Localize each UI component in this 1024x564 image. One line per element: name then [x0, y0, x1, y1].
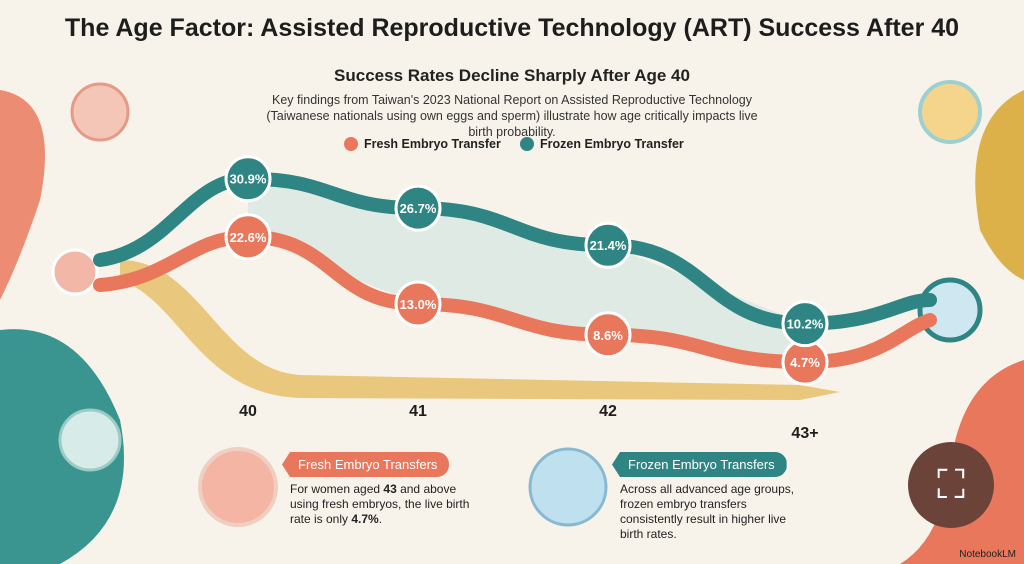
brand-label: NotebookLM — [959, 549, 1016, 560]
data-point — [224, 213, 272, 261]
legend-fresh: Fresh Embryo Transfer — [344, 137, 501, 151]
gap-area — [248, 178, 805, 363]
data-point — [781, 300, 829, 348]
data-label: 30.9% — [230, 172, 267, 187]
cell-icon — [51, 248, 99, 296]
x-tick-label: 41 — [409, 403, 427, 420]
x-tick-label: 40 — [239, 403, 257, 420]
data-label: 4.7% — [790, 355, 820, 370]
x-tick-label: 42 — [599, 403, 617, 420]
page-title: The Age Factor: Assisted Reproductive Te… — [64, 14, 960, 42]
fresh-dot-icon — [344, 137, 358, 151]
fresh-embryo-icon — [198, 447, 278, 527]
frozen-dot-icon — [520, 137, 534, 151]
frozen-card-heading: Frozen Embryo Transfers — [612, 452, 787, 477]
chart-description: Key findings from Taiwan's 2023 National… — [266, 93, 758, 139]
chart-subtitle: Success Rates Decline Sharply After Age … — [334, 66, 690, 85]
cell-icon — [70, 82, 130, 142]
legend-frozen: Frozen Embryo Transfer — [520, 137, 684, 151]
data-label: 10.2% — [787, 317, 824, 332]
x-tick-label: 43+ — [791, 425, 818, 442]
data-point — [394, 184, 442, 232]
data-point — [584, 221, 632, 269]
frozen-cell-icon — [917, 277, 983, 343]
data-label: 26.7% — [400, 201, 437, 216]
fresh-card-heading: Fresh Embryo Transfers — [282, 452, 450, 477]
line-chart: 22.6% 13.0% 8.6% 4.7% 30.9% 26.7% 21.4% 10.2% 40… — [93, 155, 937, 442]
legend-label: Fresh Embryo Transfer — [364, 137, 501, 151]
embryo-icon — [918, 80, 982, 144]
cell-icon — [58, 408, 122, 472]
fresh-card-text: For women aged 43 and above using fresh … — [290, 482, 470, 526]
frozen-embryo-icon — [528, 447, 608, 527]
data-point — [394, 280, 442, 328]
frozen-card-text: Across all advanced age groups, frozen e… — [620, 482, 795, 541]
data-label: 22.6% — [230, 230, 267, 245]
data-label: 13.0% — [400, 297, 437, 312]
data-label: 8.6% — [593, 328, 623, 343]
data-point — [584, 311, 632, 359]
data-point — [224, 155, 272, 203]
data-label: 21.4% — [590, 238, 627, 253]
legend-label: Frozen Embryo Transfer — [540, 137, 684, 151]
scan-button[interactable]: ⛶ — [908, 442, 994, 528]
